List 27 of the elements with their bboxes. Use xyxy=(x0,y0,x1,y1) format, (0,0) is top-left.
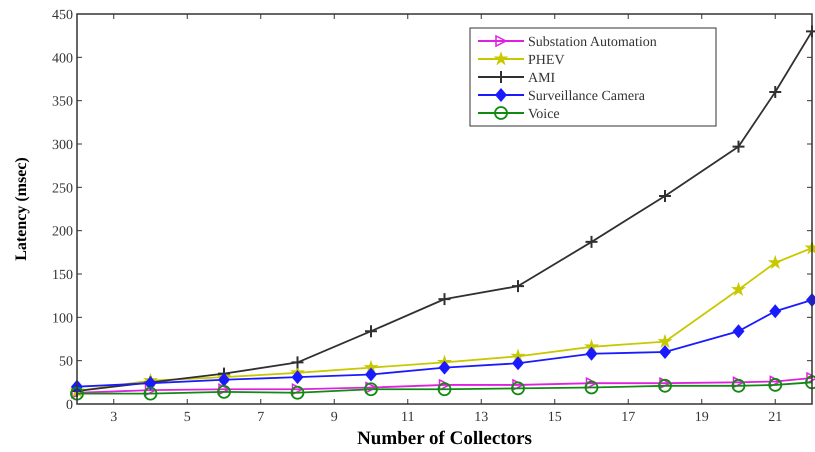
legend-label: AMI xyxy=(528,71,556,86)
x-tick-label: 3 xyxy=(110,410,118,425)
y-tick-label: 350 xyxy=(52,94,73,110)
y-tick-label: 0 xyxy=(66,398,73,413)
y-tick-label: 450 xyxy=(52,8,73,23)
x-axis-title: Number of Collectors xyxy=(357,428,532,449)
y-tick-label: 250 xyxy=(52,181,73,196)
x-tick-label: 13 xyxy=(474,410,488,425)
x-tick-label: 5 xyxy=(184,410,191,425)
legend-label: PHEV xyxy=(528,53,565,68)
y-tick-label: 400 xyxy=(52,51,73,66)
x-tick-label: 11 xyxy=(401,410,414,425)
y-tick-label: 300 xyxy=(52,138,73,153)
x-tick-label: 15 xyxy=(548,410,562,425)
legend-label: Substation Automation xyxy=(528,35,657,50)
x-tick-label: 9 xyxy=(330,410,338,425)
y-tick-label: 50 xyxy=(59,354,73,370)
y-tick-label: 100 xyxy=(52,311,73,326)
y-tick-label: 200 xyxy=(52,224,73,240)
legend-label: Surveillance Camera xyxy=(528,89,646,104)
x-tick-label: 21 xyxy=(768,410,782,425)
x-tick-label: 7 xyxy=(257,410,264,425)
x-tick-label: 17 xyxy=(621,410,636,425)
y-axis-title: Latency (msec) xyxy=(13,157,30,261)
x-tick-label: 19 xyxy=(694,410,709,425)
legend-label: Voice xyxy=(528,107,560,122)
y-tick-label: 150 xyxy=(52,268,73,283)
